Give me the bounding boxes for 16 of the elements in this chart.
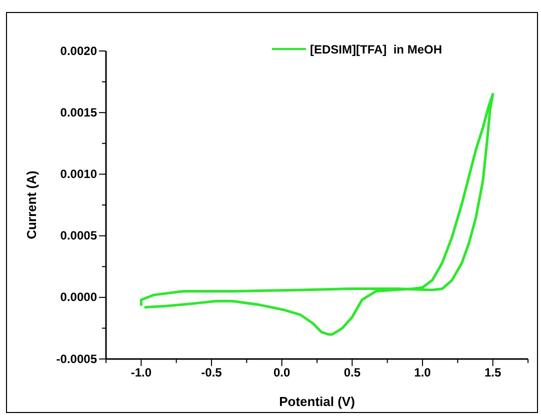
y-tick-label: 0.0000 (60, 290, 98, 304)
y-axis-title: Current (A) (24, 170, 39, 240)
x-tick-label: 1.0 (414, 366, 432, 380)
x-tick-label: 0.0 (273, 366, 290, 380)
legend-label: [EDSIM][TFA] in MeOH (310, 42, 442, 56)
y-tick-label: 0.0020 (60, 44, 98, 58)
x-tick-label: -1.0 (130, 366, 152, 380)
y-tick-label: 0.0015 (60, 105, 98, 120)
x-tick-label: 1.5 (484, 366, 502, 380)
y-tick-label: 0.0010 (60, 167, 98, 182)
line-series (140, 92, 494, 336)
y-tick-label: 0.0005 (60, 228, 98, 243)
y-tick-label: -0.0005 (56, 352, 98, 366)
x-tick-label: -0.5 (201, 366, 222, 380)
x-axis-title: Potential (V) (279, 394, 355, 409)
x-tick-label: 0.5 (344, 366, 361, 380)
